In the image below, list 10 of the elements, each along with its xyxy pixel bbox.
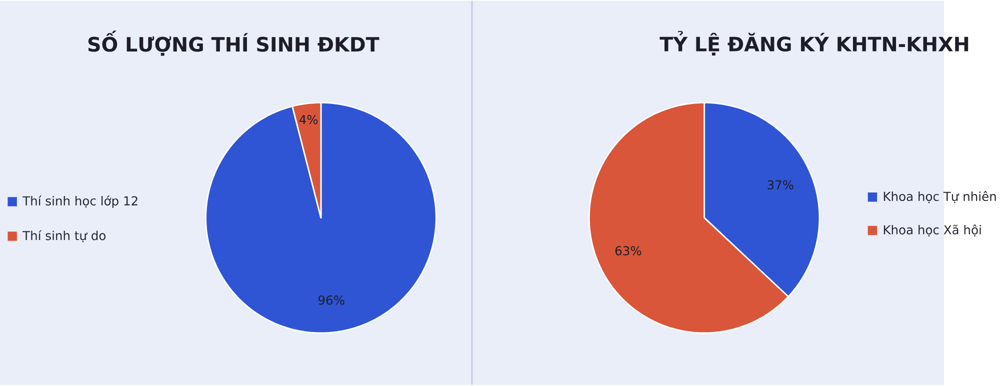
legend-label: Thí sinh tự do (22, 230, 106, 242)
legend-label: Khoa học Xã hội (884, 224, 981, 237)
data-label: 4% (299, 115, 318, 124)
data-label: 37% (768, 180, 794, 190)
data-label: 96% (318, 296, 344, 305)
legend-label: Khoa học Tự nhiên (884, 191, 996, 204)
chart-title: SỐ LƯỢNG THÍ SINH ĐKDT (88, 30, 380, 56)
data-label: 63% (615, 246, 642, 256)
chart-title: TỶ LỆ ĐĂNG KÝ KHTN-KHXH (660, 31, 968, 56)
legend-label: Thí sinh học lớp 12 (22, 196, 138, 208)
